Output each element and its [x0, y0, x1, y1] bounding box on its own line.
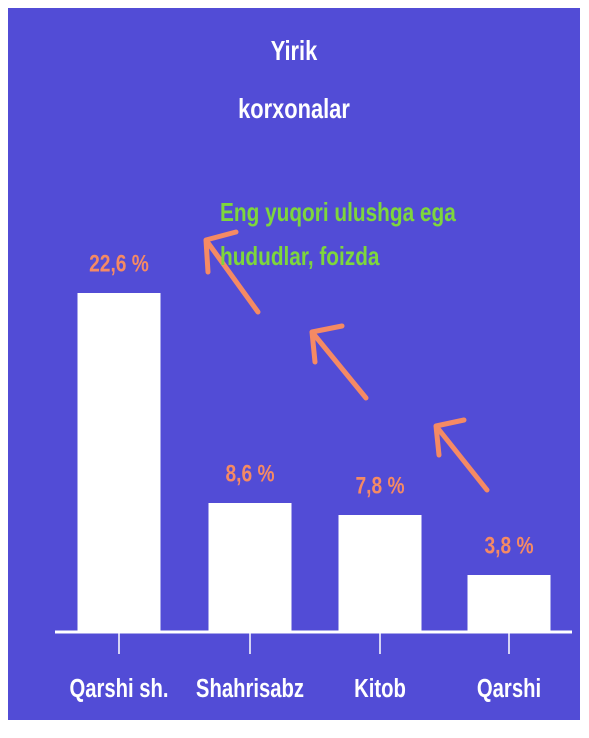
x-tick-label: Qarshi sh.	[69, 673, 168, 702]
bar	[208, 503, 292, 632]
annotation: Eng yuqori ulushga ega hududlar, foizda	[220, 197, 456, 271]
arrows	[203, 229, 490, 493]
value-label: 7,8 %	[355, 471, 404, 499]
arrow	[203, 229, 261, 315]
bar	[77, 293, 161, 632]
x-tick-label: Kitob	[354, 673, 406, 702]
x-tick-label: Qarshi	[477, 673, 541, 702]
bar	[338, 515, 422, 632]
value-label: 8,6 %	[225, 459, 274, 487]
arrow	[309, 323, 369, 401]
value-label: 3,8 %	[484, 531, 533, 559]
x-tick-label: Shahrisabz	[196, 673, 304, 702]
arrow	[433, 417, 490, 493]
value-label: 22,6 %	[89, 249, 149, 277]
chart-title: Yirik korxonalar	[238, 35, 350, 124]
bar	[467, 575, 551, 632]
